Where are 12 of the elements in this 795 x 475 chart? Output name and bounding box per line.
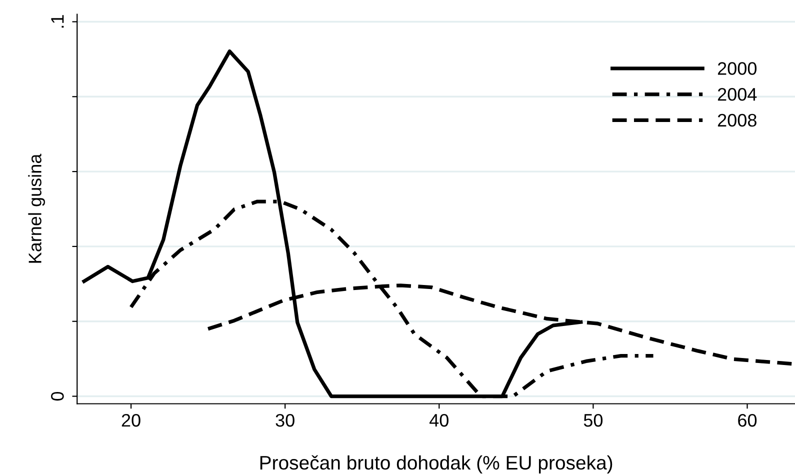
y-tick-label: .1 xyxy=(51,15,64,28)
x-tick-label: 20 xyxy=(122,414,140,427)
y-axis-title: Karnel gusina xyxy=(28,154,46,263)
x-axis-title: Prosečan bruto dohodak (% EU proseka) xyxy=(260,455,612,474)
legend-label: 2004 xyxy=(718,88,757,101)
x-tick-label: 50 xyxy=(584,414,603,427)
legend-label: 2008 xyxy=(718,114,756,127)
x-tick-label: 40 xyxy=(430,414,448,427)
y-tick-label: 0 xyxy=(51,392,64,401)
legend-label: 2000 xyxy=(718,62,757,75)
x-tick-label: 60 xyxy=(738,414,757,427)
x-tick-label: 30 xyxy=(276,414,294,427)
